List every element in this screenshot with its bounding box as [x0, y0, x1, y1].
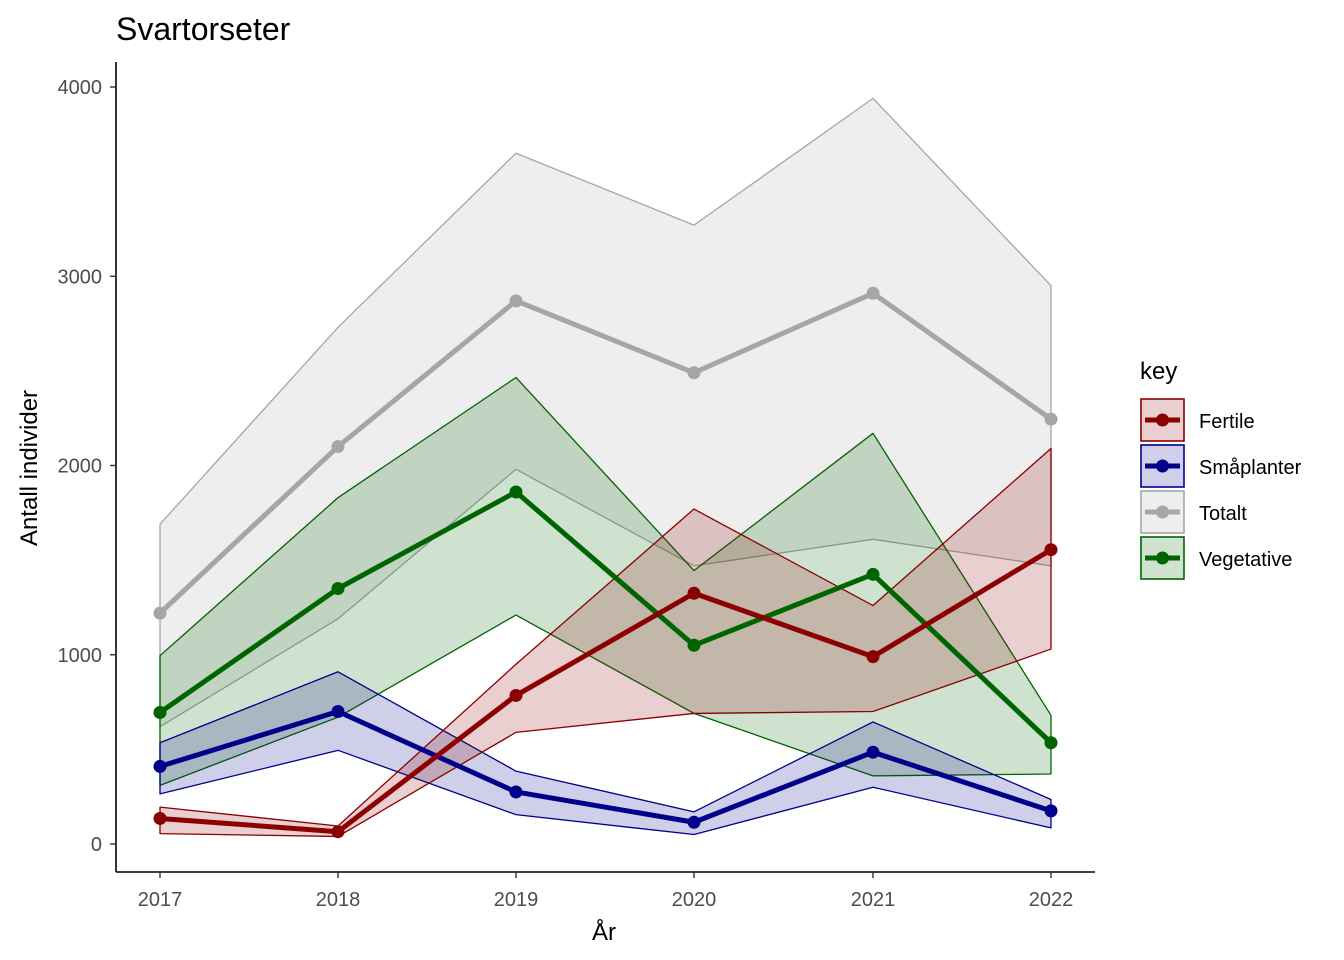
point-vegetative [331, 582, 345, 596]
legend-items: Fertile Småplanter Totalt Vegetative [1140, 398, 1302, 580]
point-fertile [1044, 543, 1058, 557]
legend-item-smaplanter: Småplanter [1140, 444, 1302, 488]
legend-key-point [1156, 459, 1169, 473]
y-tick-label: 2000 [58, 456, 103, 478]
point-smaplanter [331, 705, 345, 719]
point-totalt [1044, 412, 1058, 426]
line-fertile [157, 547, 1054, 835]
line-totalt [157, 290, 1054, 616]
x-axis-ticks: 2017 2018 2019 2020 2021 2022 [138, 872, 1074, 911]
legend-key-point [1156, 505, 1169, 519]
legend-label: Fertile [1199, 411, 1255, 433]
point-fertile [509, 688, 523, 702]
point-totalt [687, 366, 701, 380]
ribbon-smaplanter [159, 671, 1052, 836]
series-points [153, 286, 1058, 839]
chart-title: Svartorseter [116, 11, 291, 47]
point-vegetative [153, 705, 167, 719]
x-tick-label: 2019 [494, 889, 539, 911]
point-smaplanter [687, 815, 701, 829]
point-smaplanter [1044, 804, 1058, 818]
y-axis-ticks: 0 1000 2000 3000 4000 [58, 77, 116, 856]
legend-label: Vegetative [1199, 549, 1292, 571]
point-smaplanter [153, 759, 167, 773]
series-lines [157, 290, 1054, 835]
y-tick-label: 3000 [58, 266, 103, 288]
x-tick-label: 2020 [672, 889, 717, 911]
point-vegetative [866, 567, 880, 581]
legend-item-fertile: Fertile [1140, 398, 1255, 442]
point-totalt [509, 294, 523, 308]
legend-key-point [1156, 551, 1169, 565]
legend-label: Totalt [1199, 503, 1247, 525]
y-tick-label: 1000 [58, 645, 103, 667]
line-smaplanter [157, 709, 1054, 825]
point-smaplanter [509, 785, 523, 799]
point-fertile [866, 650, 880, 664]
y-axis-title: Antall individer [16, 390, 43, 546]
legend: key Fertile Småplanter Totalt Vegetative [1140, 358, 1302, 580]
plot-area [153, 97, 1058, 839]
x-tick-label: 2018 [316, 889, 361, 911]
x-tick-label: 2021 [851, 889, 896, 911]
legend-key-point [1156, 413, 1169, 427]
point-vegetative [509, 485, 523, 499]
legend-item-vegetative: Vegetative [1140, 536, 1292, 580]
legend-label: Småplanter [1199, 457, 1302, 479]
point-vegetative [687, 638, 701, 652]
point-smaplanter [866, 745, 880, 759]
point-fertile [687, 586, 701, 600]
legend-item-totalt: Totalt [1140, 490, 1247, 534]
y-tick-label: 0 [91, 834, 102, 856]
point-fertile [331, 825, 345, 839]
y-tick-label: 4000 [58, 77, 103, 99]
line-vegetative [157, 489, 1054, 746]
point-totalt [331, 440, 345, 454]
legend-title: key [1140, 358, 1177, 385]
x-axis-title: År [592, 918, 616, 946]
point-totalt [866, 286, 880, 300]
point-totalt [153, 606, 167, 620]
point-vegetative [1044, 736, 1058, 750]
point-fertile [153, 811, 167, 825]
x-tick-label: 2017 [138, 889, 183, 911]
x-tick-label: 2022 [1029, 889, 1074, 911]
